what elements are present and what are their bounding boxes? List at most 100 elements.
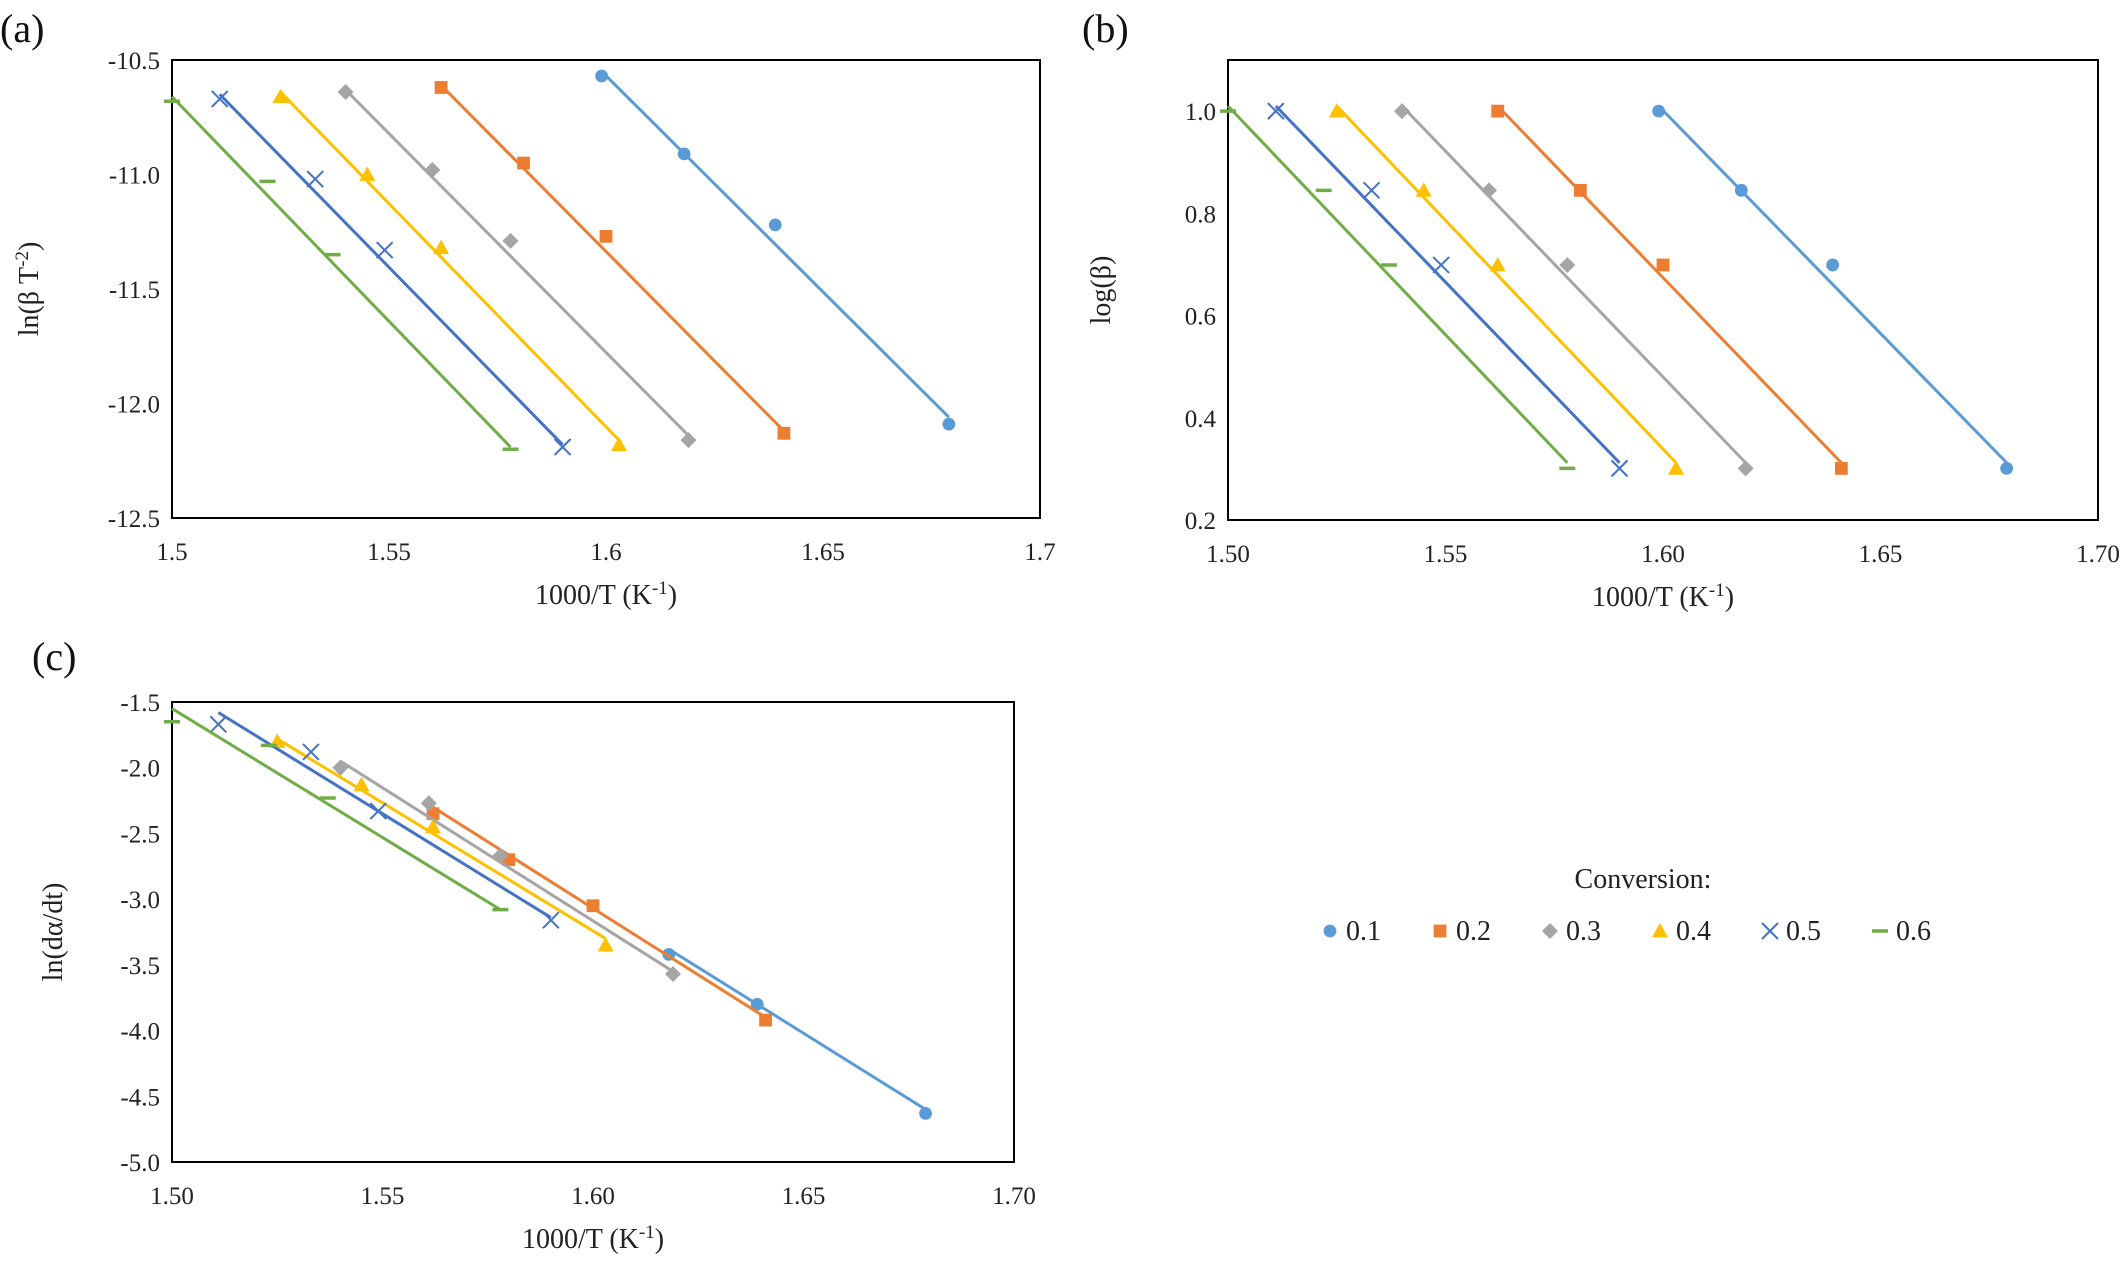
series-0.4 <box>272 88 628 452</box>
data-point <box>595 69 609 83</box>
x-tick-label: 1.7 <box>1024 539 1055 566</box>
data-point <box>597 937 614 952</box>
data-point <box>1328 103 1345 118</box>
y-axis-label: log(β) <box>1086 256 1117 325</box>
data-point <box>1481 182 1497 199</box>
fit-line <box>279 91 621 442</box>
y-tick-label: -3.0 <box>120 887 160 914</box>
series-0.6 <box>1220 104 1576 471</box>
plot-frame <box>1227 59 2099 521</box>
legend-label: 0.3 <box>1566 916 1601 947</box>
data-point <box>1267 102 1285 120</box>
legend-marker <box>1652 923 1668 938</box>
series-0.5 <box>211 90 572 456</box>
data-point <box>492 847 509 864</box>
data-point <box>1668 460 1685 475</box>
legend-item: 0.5 <box>1761 916 1821 947</box>
data-point <box>1834 461 1848 475</box>
data-point <box>1610 459 1629 478</box>
data-point <box>272 88 289 104</box>
y-tick-label: -2.0 <box>120 756 160 783</box>
chart-c: (c) 1.50 1.55 1.60 1.65 1.70 -5.0 -4.5 -4.0 -3.5 -… <box>32 634 1036 1255</box>
y-tick-label: -12.0 <box>108 392 160 419</box>
fit-line <box>440 84 786 433</box>
x-tick-label: 1.50 <box>1206 541 1250 568</box>
data-point <box>359 166 376 181</box>
x-tick-label: 1.65 <box>1859 541 1903 568</box>
data-point <box>369 802 387 820</box>
panel-label: (c) <box>32 634 76 679</box>
y-axis-label: ln(dα/dt) <box>38 883 69 982</box>
series-0.3 <box>332 759 681 983</box>
legend-label: 0.5 <box>1786 916 1821 947</box>
series-0.5 <box>1267 102 1629 478</box>
data-point <box>306 170 324 188</box>
y-axis-label: ln(β T-2) <box>12 242 46 337</box>
fit-line <box>600 70 950 419</box>
y-tick-label: -1.5 <box>120 690 160 717</box>
x-tick-label: 1.55 <box>1424 541 1468 568</box>
data-point <box>750 997 764 1011</box>
data-point <box>1573 183 1587 197</box>
series-0.1 <box>1652 104 2014 475</box>
data-point <box>375 241 394 259</box>
series-0.2 <box>426 805 773 1027</box>
data-point <box>517 156 530 170</box>
fit-line <box>1657 104 2008 464</box>
legend-label: 0.6 <box>1896 916 1931 947</box>
series-0.6 <box>164 707 509 912</box>
data-point <box>1559 256 1576 273</box>
panel-label: (a) <box>0 6 44 51</box>
fit-line <box>170 95 512 449</box>
fit-line <box>432 805 767 1019</box>
x-tick-label: 1.6 <box>590 539 621 566</box>
data-point <box>1737 460 1754 477</box>
legend-marker <box>1433 924 1447 938</box>
data-point <box>1826 258 1840 272</box>
x-tick-label: 1.70 <box>2076 541 2120 568</box>
series-0.2 <box>434 81 791 440</box>
legend-label: 0.2 <box>1456 916 1491 947</box>
x-tick-label: 1.65 <box>801 539 845 566</box>
series-0.2 <box>1491 104 1848 475</box>
x-axis-label: 1000/T (K-1) <box>522 1222 664 1256</box>
data-point <box>777 426 791 440</box>
legend-item: 0.6 <box>1872 916 1931 947</box>
data-point <box>1415 182 1432 197</box>
data-point <box>680 432 697 449</box>
series-0.3 <box>1394 103 1754 477</box>
data-point <box>434 81 448 94</box>
chart-a: (a) 1.5 1.55 1.6 1.65 1.7 -12.5 -12.0 -11.5 -11.0… <box>0 6 1056 611</box>
x-tick-label: 1.60 <box>571 1183 615 1210</box>
x-tick-label: 1.5 <box>156 539 187 566</box>
y-tick-label: -11.0 <box>109 163 160 190</box>
series-0.4 <box>269 733 614 952</box>
fit-line <box>217 711 552 919</box>
legend: Conversion: 0.1 0.2 0.3 0.4 0.5 0.6 <box>1323 864 1931 947</box>
y-tick-label: 0.6 <box>1185 304 1216 331</box>
series-0.4 <box>1328 103 1685 475</box>
y-tick-label: 0.8 <box>1185 201 1216 228</box>
data-point <box>424 161 441 178</box>
series-0.3 <box>337 84 697 449</box>
x-tick-label: 1.55 <box>361 1183 405 1210</box>
y-tick-label: -5.0 <box>120 1150 160 1177</box>
y-tick-label: 1.0 <box>1185 99 1216 126</box>
data-point <box>942 417 956 431</box>
legend-marker <box>1542 923 1558 939</box>
fit-line <box>1335 104 1678 464</box>
legend-item: 0.1 <box>1323 916 1381 947</box>
data-point <box>1362 181 1381 200</box>
fit-line <box>339 759 674 973</box>
fit-line <box>667 947 927 1111</box>
legend-item: 0.4 <box>1652 916 1711 947</box>
legend-title: Conversion: <box>1575 864 1712 895</box>
fit-line <box>276 737 607 940</box>
data-point <box>337 84 354 101</box>
fit-line <box>1226 104 1569 464</box>
panel-label: (b) <box>1082 6 1129 51</box>
data-point <box>677 147 691 161</box>
data-point <box>1652 104 1666 118</box>
plot-frame <box>171 701 1015 1163</box>
